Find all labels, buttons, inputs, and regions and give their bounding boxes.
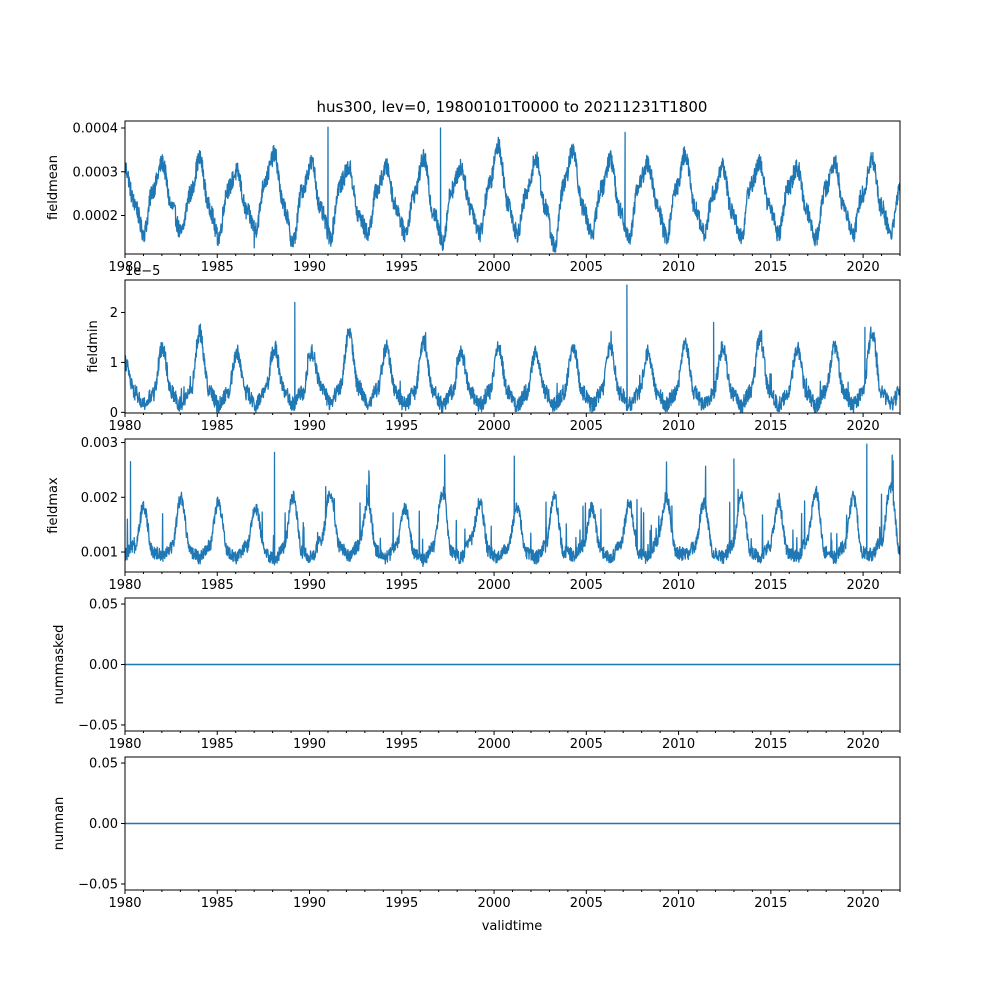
fieldmean-x-tick-label: 2020 bbox=[847, 260, 880, 275]
fieldmean-x-tick-label: 2015 bbox=[754, 260, 787, 275]
fieldmax-x-tick-label: 1990 bbox=[293, 578, 326, 593]
fieldmax-y-axis-label: fieldmax bbox=[46, 477, 61, 534]
fieldmax-y-tick-label: 0.001 bbox=[81, 546, 118, 561]
fieldmax-y-tick-label: 0.002 bbox=[81, 491, 118, 506]
nummasked-y-tick-label: 0.05 bbox=[89, 598, 118, 613]
fieldmin-series-line bbox=[125, 284, 900, 413]
nummasked-x-tick-label: 1990 bbox=[293, 737, 326, 752]
nummasked-x-tick-label: 1985 bbox=[201, 737, 234, 752]
fieldmin-x-tick-label: 2005 bbox=[570, 419, 603, 434]
numnan-y-tick-label: 0.00 bbox=[89, 817, 118, 832]
fieldmin-offset-label: 1e−5 bbox=[125, 264, 160, 279]
fieldmax-x-tick-label: 1980 bbox=[108, 578, 141, 593]
fieldmax-x-tick-label: 2000 bbox=[478, 578, 511, 593]
fieldmin-y-axis-label: fieldmin bbox=[86, 320, 101, 373]
fieldmax-x-tick-label: 2005 bbox=[570, 578, 603, 593]
panel-numnan: 1980 1985 1990 1995 2000 2005 2010 2015 2020 −0.0… bbox=[52, 756, 901, 911]
nummasked-y-axis-label: nummasked bbox=[52, 625, 67, 705]
fieldmean-y-axis-label: fieldmean bbox=[46, 155, 61, 220]
numnan-x-tick-label: 1995 bbox=[385, 896, 418, 911]
numnan-x-tick-label: 2020 bbox=[847, 896, 880, 911]
nummasked-x-tick-label: 2005 bbox=[570, 737, 603, 752]
fieldmean-x-tick-label: 2010 bbox=[662, 260, 695, 275]
nummasked-x-tick-label: 1980 bbox=[108, 737, 141, 752]
numnan-y-tick-label: 0.05 bbox=[89, 757, 118, 772]
fieldmean-y-tick-label: 0.0002 bbox=[73, 209, 119, 224]
fieldmin-y-tick-label: 1 bbox=[110, 356, 118, 371]
nummasked-x-tick-label: 2010 bbox=[662, 737, 695, 752]
nummasked-x-tick-label: 2015 bbox=[754, 737, 787, 752]
chart-title: hus300, lev=0, 19800101T0000 to 20211231… bbox=[317, 98, 708, 116]
nummasked-y-tick-label: −0.05 bbox=[78, 718, 118, 733]
fieldmean-x-tick-label: 1995 bbox=[385, 260, 418, 275]
nummasked-x-tick-label: 2000 bbox=[478, 737, 511, 752]
fieldmax-x-tick-label: 1985 bbox=[201, 578, 234, 593]
fieldmax-series-line bbox=[125, 443, 900, 568]
fieldmin-x-tick-label: 1985 bbox=[201, 419, 234, 434]
fieldmean-x-tick-label: 2005 bbox=[570, 260, 603, 275]
fieldmean-x-tick-label: 1990 bbox=[293, 260, 326, 275]
fieldmin-y-tick-label: 0 bbox=[110, 406, 118, 421]
fieldmean-x-tick-label: 1985 bbox=[201, 260, 234, 275]
panel-fieldmean: 1980 1985 1990 1995 2000 2005 2010 2015 2020 0.00… bbox=[46, 120, 901, 275]
fieldmean-x-tick-label: 1980 bbox=[108, 260, 141, 275]
numnan-y-axis-label: numnan bbox=[52, 797, 67, 851]
numnan-x-tick-label: 2000 bbox=[478, 896, 511, 911]
panel-fieldmin: 1980 1985 1990 1995 2000 2005 2010 2015 2020 0 1 2 1… bbox=[86, 264, 901, 434]
numnan-x-tick-label: 2010 bbox=[662, 896, 695, 911]
nummasked-x-tick-label: 1995 bbox=[385, 737, 418, 752]
panel-fieldmax: 1980 1985 1990 1995 2000 2005 2010 2015 2020 0.00… bbox=[46, 436, 901, 593]
numnan-x-tick-label: 2005 bbox=[570, 896, 603, 911]
fieldmin-x-tick-label: 1995 bbox=[385, 419, 418, 434]
fieldmin-x-tick-label: 1980 bbox=[108, 419, 141, 434]
fieldmean-series-line bbox=[125, 126, 900, 253]
fieldmean-y-tick-label: 0.0004 bbox=[73, 122, 119, 137]
fieldmin-x-tick-label: 2000 bbox=[478, 419, 511, 434]
fieldmin-x-tick-label: 2010 bbox=[662, 419, 695, 434]
fieldmax-x-tick-label: 2010 bbox=[662, 578, 695, 593]
fieldmin-x-tick-label: 2020 bbox=[847, 419, 880, 434]
numnan-x-tick-label: 1980 bbox=[108, 896, 141, 911]
nummasked-y-tick-label: 0.00 bbox=[89, 658, 118, 673]
numnan-y-tick-label: −0.05 bbox=[78, 877, 118, 892]
fieldmax-x-tick-label: 1995 bbox=[385, 578, 418, 593]
fieldmax-x-tick-label: 2015 bbox=[754, 578, 787, 593]
fieldmean-y-tick-label: 0.0003 bbox=[73, 165, 119, 180]
numnan-x-tick-label: 1990 bbox=[293, 896, 326, 911]
nummasked-x-tick-label: 2020 bbox=[847, 737, 880, 752]
numnan-x-tick-label: 2015 bbox=[754, 896, 787, 911]
panels: 1980 1985 1990 1995 2000 2005 2010 2015 2020 0.00… bbox=[46, 120, 901, 911]
fieldmean-x-tick-label: 2000 bbox=[478, 260, 511, 275]
fieldmax-y-tick-label: 0.003 bbox=[81, 436, 118, 451]
fieldmin-x-tick-label: 1990 bbox=[293, 419, 326, 434]
fieldmin-x-tick-label: 2015 bbox=[754, 419, 787, 434]
x-axis-label: validtime bbox=[482, 919, 543, 934]
fieldmax-x-tick-label: 2020 bbox=[847, 578, 880, 593]
fieldmin-y-tick-label: 2 bbox=[110, 306, 118, 321]
numnan-x-tick-label: 1985 bbox=[201, 896, 234, 911]
panel-nummasked: 1980 1985 1990 1995 2000 2005 2010 2015 2020 −0.0… bbox=[52, 597, 901, 752]
